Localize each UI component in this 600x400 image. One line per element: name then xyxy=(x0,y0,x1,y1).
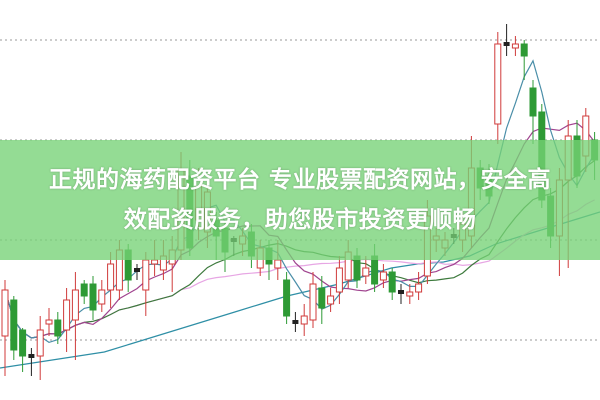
candle-down xyxy=(371,255,379,285)
candle-doji xyxy=(503,42,510,46)
candle-doji xyxy=(398,290,404,294)
candle-down xyxy=(529,87,537,117)
candle-down xyxy=(89,283,97,311)
candle-up xyxy=(71,289,79,321)
candle-up xyxy=(335,267,343,293)
candle-doji xyxy=(292,320,299,324)
headline-line-1: 正规的海药配资平台 专业股票配资网站，安全高 xyxy=(48,167,551,193)
candle-up xyxy=(300,315,308,325)
candle-up xyxy=(142,259,150,291)
headline-banner: 正规的海药配资平台 专业股票配资网站，安全高 效配资服务，助您股市投资更顺畅 xyxy=(0,140,600,260)
candle-down xyxy=(318,287,326,309)
candle-down xyxy=(283,279,291,317)
candle-doji xyxy=(28,354,35,358)
candle-up xyxy=(362,267,370,277)
candle-up xyxy=(309,283,317,321)
candle-up xyxy=(406,291,414,297)
candle-up xyxy=(274,259,282,269)
candle-up xyxy=(36,329,44,357)
candle-up xyxy=(511,43,519,49)
candle-up xyxy=(379,271,387,281)
headline-line-2: 效配资服务，助您股市投资更顺畅 xyxy=(123,207,477,233)
candle-up xyxy=(494,43,502,125)
candle-down xyxy=(10,299,18,351)
candle-down xyxy=(54,319,62,337)
candle-down xyxy=(19,329,27,357)
candle-doji xyxy=(134,268,140,272)
candle-up xyxy=(1,289,9,337)
candle-down xyxy=(520,43,528,57)
candle-down xyxy=(80,283,88,297)
candle-up xyxy=(327,295,335,305)
candle-up xyxy=(107,263,115,291)
candle-up xyxy=(415,283,423,293)
candle-up xyxy=(151,259,159,265)
candle-up xyxy=(98,289,106,305)
candle-up xyxy=(63,299,71,331)
candle-up xyxy=(45,319,53,325)
candle-down xyxy=(388,271,396,293)
